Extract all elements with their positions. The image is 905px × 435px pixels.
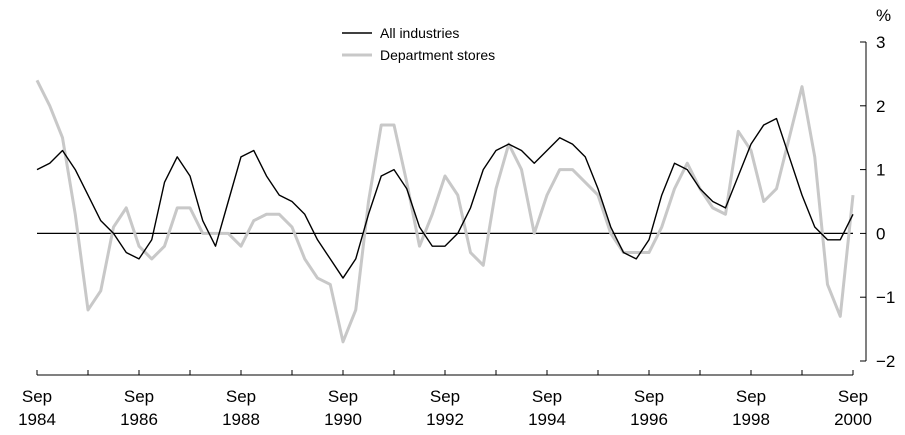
x-tick-label-year: 1988 <box>222 410 260 429</box>
x-tick-label-month: Sep <box>532 387 562 406</box>
x-tick-label-month: Sep <box>736 387 766 406</box>
y-tick-label: 2 <box>876 97 885 116</box>
axes-layer: 3 2 1 0 −1 −2% Sep 1984 Sep 1986 Sep 1988 Sep 1990 Sep… <box>18 6 895 429</box>
x-tick-label-year: 2000 <box>834 410 872 429</box>
y-unit-label: % <box>876 6 891 25</box>
y-tick-label: −1 <box>876 288 895 307</box>
x-tick-label-year: 1996 <box>630 410 668 429</box>
y-tick-label: 3 <box>876 33 885 52</box>
x-tick-label-month: Sep <box>838 387 868 406</box>
x-tick-label-year: 1998 <box>732 410 770 429</box>
x-tick-label-month: Sep <box>430 387 460 406</box>
x-tick-label-year: 1990 <box>324 410 362 429</box>
legend: All industries Department stores <box>342 25 495 63</box>
y-tick-label: −2 <box>876 352 895 371</box>
x-tick-label-year: 1986 <box>120 410 158 429</box>
y-tick-label: 1 <box>876 161 885 180</box>
series-layer <box>35 79 855 344</box>
legend-label: All industries <box>380 25 459 41</box>
x-tick-label-year: 1984 <box>18 410 56 429</box>
x-tick-label-month: Sep <box>328 387 358 406</box>
legend-label: Department stores <box>380 47 495 63</box>
series-line-department-stores <box>35 79 855 344</box>
x-tick-label-month: Sep <box>124 387 154 406</box>
y-tick-label: 0 <box>876 224 885 243</box>
x-tick-label-year: 1994 <box>528 410 566 429</box>
x-tick-label-year: 1992 <box>426 410 464 429</box>
series-line-all-industries <box>36 117 854 279</box>
x-tick-label-month: Sep <box>22 387 52 406</box>
x-tick-label-month: Sep <box>634 387 664 406</box>
x-tick-label-month: Sep <box>226 387 256 406</box>
